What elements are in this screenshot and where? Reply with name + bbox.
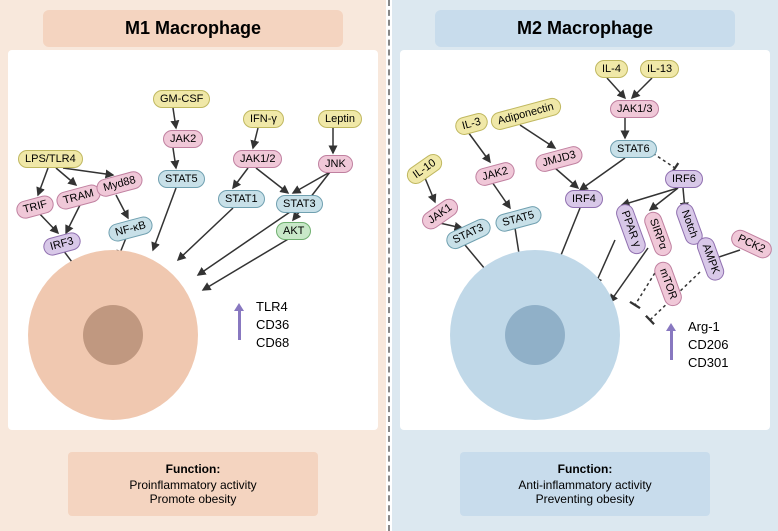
node-lps: LPS/TLR4 bbox=[18, 150, 83, 168]
node-trif: TRIF bbox=[14, 193, 56, 220]
node-stat1: STAT1 bbox=[218, 190, 265, 208]
m2-cell-icon bbox=[450, 250, 620, 420]
node-il10: IL-10 bbox=[403, 150, 445, 187]
node-il3: IL-3 bbox=[453, 111, 490, 137]
node-akt: AKT bbox=[276, 222, 311, 240]
panel-divider bbox=[388, 0, 390, 531]
node-stat3m1: STAT3 bbox=[276, 195, 323, 213]
node-ampk: AMPK bbox=[694, 235, 726, 284]
node-myd88: Myd88 bbox=[94, 169, 144, 199]
node-stat5: STAT5 bbox=[158, 170, 205, 188]
node-jak12: JAK1/2 bbox=[233, 150, 282, 168]
m2-content: IL-4 IL-13 IL-3Adiponectin IL-10 JAK1/3 JAK2 J… bbox=[400, 50, 770, 430]
node-gmcsf: GM-CSF bbox=[153, 90, 210, 108]
node-pparg: PPAR γ bbox=[614, 202, 649, 257]
m2-function-box: Function: Anti-inflammatory activity Pre… bbox=[460, 452, 710, 516]
marker-text: CD206 bbox=[688, 336, 728, 354]
up-arrow-icon bbox=[238, 310, 241, 340]
node-jak13: JAK1/3 bbox=[610, 100, 659, 118]
function-line: Anti-inflammatory activity bbox=[470, 478, 700, 492]
m1-panel: M1 Macrophage LPS/TLR4 GM-CSF IFN-γ Leptin T… bbox=[0, 0, 386, 531]
node-adipo: Adiponectin bbox=[489, 96, 563, 132]
node-stat6: STAT6 bbox=[610, 140, 657, 158]
function-line: Preventing obesity bbox=[470, 492, 700, 506]
function-line: Proinflammatory activity bbox=[78, 478, 308, 492]
node-jmjd3: JMJD3 bbox=[533, 144, 584, 174]
marker-text: CD36 bbox=[256, 316, 289, 334]
marker-text: CD68 bbox=[256, 334, 289, 352]
node-il4: IL-4 bbox=[595, 60, 628, 78]
node-jak1: JAK1 bbox=[418, 195, 461, 233]
node-sirpa: SIRPα bbox=[642, 209, 675, 258]
m1-function-box: Function: Proinflammatory activity Promo… bbox=[68, 452, 318, 516]
node-leptin: Leptin bbox=[318, 110, 362, 128]
node-irf4: IRF4 bbox=[565, 190, 603, 208]
function-line: Promote obesity bbox=[78, 492, 308, 506]
m1-content: LPS/TLR4GM-CSFIFN-γLeptinTRIFTRAMMyd88JA… bbox=[8, 50, 378, 430]
node-ifng: IFN-γ bbox=[243, 110, 284, 128]
node-jak2m2: JAK2 bbox=[473, 160, 517, 188]
m2-title: M2 Macrophage bbox=[435, 10, 735, 47]
m1-cell-icon bbox=[28, 250, 198, 420]
node-jnk: JNK bbox=[318, 155, 353, 173]
node-pck2: PCK2 bbox=[728, 227, 774, 261]
node-stat3m2: STAT3 bbox=[443, 216, 493, 252]
m2-markers: Arg-1 CD206 CD301 bbox=[688, 318, 728, 373]
node-jak2: JAK2 bbox=[163, 130, 203, 148]
node-irf3: IRF3 bbox=[41, 230, 82, 257]
function-title: Function: bbox=[78, 462, 308, 476]
node-stat5m2: STAT5 bbox=[493, 204, 543, 233]
marker-text: CD301 bbox=[688, 354, 728, 372]
node-irf6: IRF6 bbox=[665, 170, 703, 188]
node-nfkb: NF-κB bbox=[106, 214, 154, 243]
node-mtor: mTOR bbox=[652, 259, 685, 309]
m1-title: M1 Macrophage bbox=[43, 10, 343, 47]
up-arrow-icon bbox=[670, 330, 673, 360]
m2-panel: M2 Macrophage IL-4IL-13IL-3AdiponectinIL… bbox=[392, 0, 778, 531]
node-il13: IL-13 bbox=[640, 60, 679, 78]
marker-text: TLR4 bbox=[256, 298, 289, 316]
function-title: Function: bbox=[470, 462, 700, 476]
marker-text: Arg-1 bbox=[688, 318, 728, 336]
m1-markers: TLR4 CD36 CD68 bbox=[256, 298, 289, 353]
